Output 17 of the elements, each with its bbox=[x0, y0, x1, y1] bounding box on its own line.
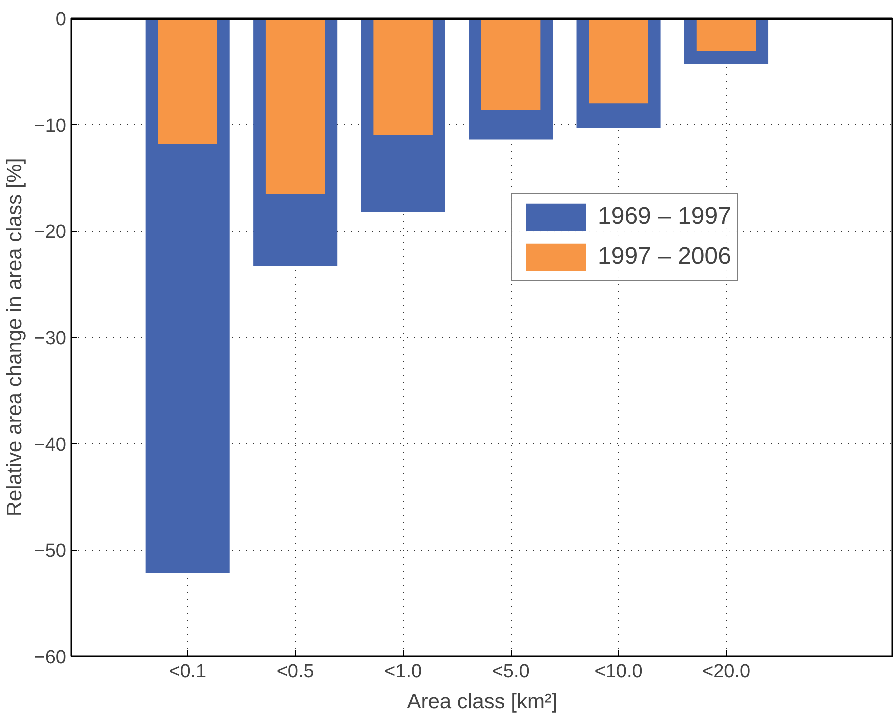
y-axis-title: Relative area change in area class [%] bbox=[3, 158, 26, 517]
x-axis-title: Area class [km²] bbox=[407, 690, 558, 714]
y-tick-label: −40 bbox=[34, 434, 67, 456]
x-tick-label: <20.0 bbox=[702, 662, 751, 682]
y-tick-label: −10 bbox=[34, 116, 67, 137]
x-tick-label: <0.5 bbox=[276, 662, 314, 682]
x-tick-label: <5.0 bbox=[492, 662, 530, 682]
y-tick-label: 0 bbox=[56, 10, 67, 30]
y-tick-label: −50 bbox=[34, 541, 67, 562]
x-tick-label: <1.0 bbox=[384, 662, 422, 682]
y-tick-label: −30 bbox=[34, 328, 67, 350]
x-tick-label: <0.1 bbox=[169, 662, 207, 682]
x-tick-label: <10.0 bbox=[594, 662, 643, 682]
legend-label: 1997 – 2006 bbox=[598, 243, 732, 271]
legend-label: 1969 – 1997 bbox=[598, 203, 732, 231]
y-tick-label: −20 bbox=[34, 222, 67, 244]
y-tick-label: −60 bbox=[34, 648, 67, 668]
